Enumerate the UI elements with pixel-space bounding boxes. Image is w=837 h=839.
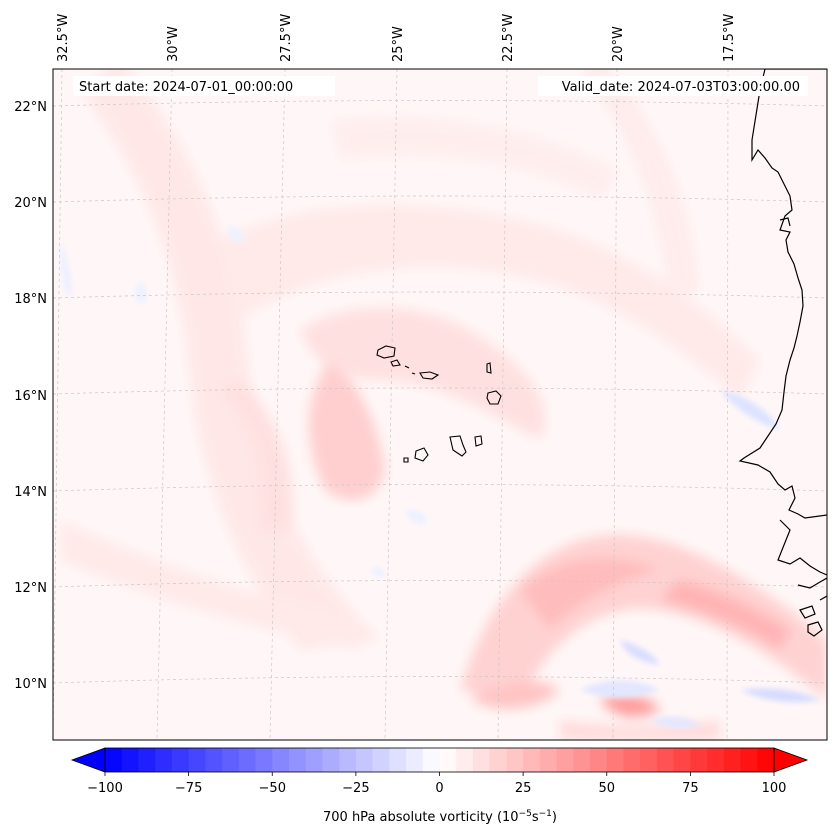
lon-label: 22.5°W <box>501 14 516 62</box>
colorbar-segment <box>740 748 758 772</box>
colorbar-segment <box>656 748 675 772</box>
colorbar-segment <box>422 748 440 772</box>
lat-label: 16°N <box>14 389 47 404</box>
colorbar-segment <box>539 748 557 772</box>
colorbar-segment <box>372 748 390 772</box>
colorbar-segment <box>690 748 708 772</box>
colorbar-segment <box>456 748 474 772</box>
colorbar-segment <box>590 748 608 772</box>
colorbar-segment <box>673 748 691 772</box>
latitude-labels: 22°N 20°N 18°N 16°N 14°N 12°N 10°N <box>14 100 47 692</box>
colorbar-segment <box>155 748 173 772</box>
colorbar-segment <box>272 748 290 772</box>
colorbar-segment <box>138 748 156 772</box>
lon-label: 25°W <box>391 26 406 62</box>
lat-label: 12°N <box>14 581 47 596</box>
colorbar-segment <box>188 748 206 772</box>
colorbar-ticks: −100 −75 −50 −25 0 25 50 75 100 <box>87 772 786 796</box>
colorbar-segment <box>606 748 624 772</box>
colorbar-segment <box>305 748 323 772</box>
colorbar-segment <box>506 748 524 772</box>
lat-label: 20°N <box>14 196 47 211</box>
colorbar-segment <box>339 748 357 772</box>
lon-label: 32.5°W <box>56 14 71 62</box>
colorbar-segments <box>105 748 775 772</box>
colorbar-segment <box>389 748 407 772</box>
colorbar-segment <box>757 748 775 772</box>
colorbar-segment <box>573 748 591 772</box>
colorbar-segment <box>238 748 256 772</box>
vorticity-field <box>53 69 827 740</box>
colorbar-segment <box>406 748 424 772</box>
lon-label: 27.5°W <box>279 14 294 62</box>
colorbar-segment <box>288 748 307 772</box>
colorbar-tick-label: 0 <box>435 781 443 796</box>
lat-label: 22°N <box>14 100 47 115</box>
colorbar-tick-label: −25 <box>342 781 369 796</box>
colorbar-segment <box>723 748 741 772</box>
colorbar-segment <box>640 748 658 772</box>
cape-verde-islands <box>376 345 502 463</box>
lat-label: 10°N <box>14 677 47 692</box>
colorbar-label: 700 hPa absolute vorticity (10−5s−1) <box>323 809 557 825</box>
colorbar-segment <box>355 748 374 772</box>
colorbar-segment <box>121 748 139 772</box>
lat-label: 18°N <box>14 292 47 307</box>
colorbar-segment <box>171 748 190 772</box>
colorbar-segment <box>322 748 340 772</box>
colorbar-segment <box>489 748 507 772</box>
colorbar-segment <box>439 748 457 772</box>
graticule <box>53 69 827 740</box>
colorbar: −100 −75 −50 −25 0 25 50 75 100 700 hPa absolute… <box>70 747 809 825</box>
colorbar-segment <box>205 748 223 772</box>
colorbar-segment <box>556 748 574 772</box>
colorbar-segment <box>472 748 491 772</box>
longitude-labels: 32.5°W 30°W 27.5°W 25°W 22.5°W 20°W 17.5… <box>56 14 737 62</box>
valid-date-label: Valid_date: 2024-07-03T03:00:00.00 <box>562 80 800 95</box>
colorbar-tick-label: 25 <box>515 781 532 796</box>
colorbar-tick-label: 100 <box>762 781 787 796</box>
colorbar-segment <box>255 748 273 772</box>
colorbar-min-extend <box>70 747 106 773</box>
start-date-label: Start date: 2024-07-01_00:00:00 <box>79 80 293 95</box>
colorbar-max-extend <box>773 747 809 773</box>
lon-label: 30°W <box>166 26 181 62</box>
coastline <box>738 69 827 637</box>
lat-label: 14°N <box>14 485 47 500</box>
colorbar-tick-label: −75 <box>175 781 202 796</box>
colorbar-tick-label: 50 <box>598 781 615 796</box>
colorbar-segment <box>105 748 123 772</box>
lon-label: 17.5°W <box>722 14 737 62</box>
colorbar-segment <box>222 748 240 772</box>
lon-label: 20°W <box>611 26 626 62</box>
colorbar-tick-label: −100 <box>87 781 123 796</box>
colorbar-segment <box>623 748 641 772</box>
colorbar-segment <box>523 748 541 772</box>
colorbar-segment <box>707 748 725 772</box>
date-annotations: Start date: 2024-07-01_00:00:00 Valid_da… <box>73 76 808 96</box>
map-frame <box>52 68 828 741</box>
colorbar-tick-label: 75 <box>682 781 699 796</box>
colorbar-tick-label: −50 <box>259 781 286 796</box>
